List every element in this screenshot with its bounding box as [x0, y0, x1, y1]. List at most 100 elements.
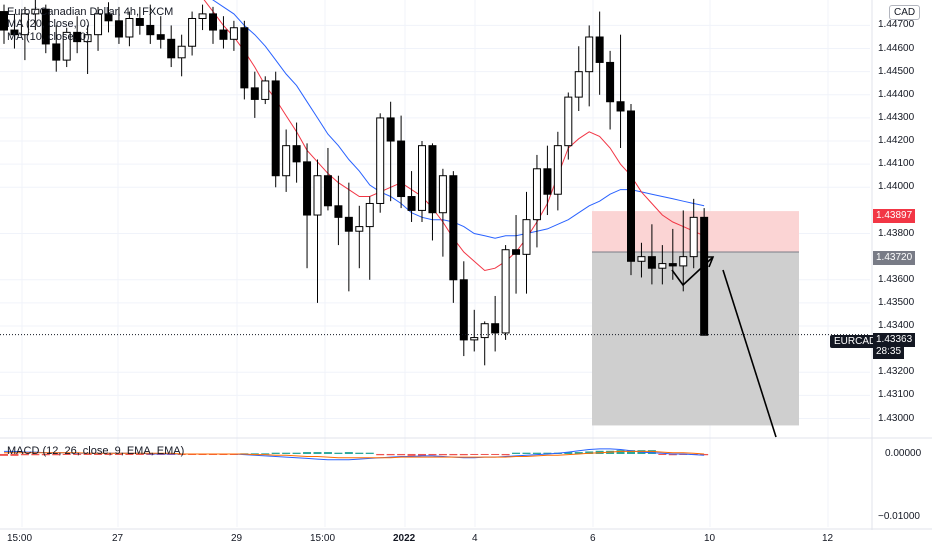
candle[interactable] [658, 245, 667, 285]
candle[interactable] [470, 309, 479, 352]
macd-histogram-bar [31, 453, 40, 456]
candle[interactable] [606, 50, 615, 130]
ma20-legend: MA (20, close, 0) [7, 18, 90, 30]
price-tick-label: 1.44200 [878, 135, 915, 147]
candle[interactable] [574, 46, 583, 111]
macd-histogram-bar [449, 453, 458, 456]
candle[interactable] [449, 171, 458, 303]
price-tick-label: 1.44600 [878, 42, 915, 54]
macd-histogram-bar [344, 452, 353, 454]
candle[interactable] [240, 20, 249, 100]
candle[interactable] [376, 113, 385, 213]
candle[interactable] [229, 20, 238, 51]
candle[interactable] [125, 11, 134, 47]
macd-histogram-bar [470, 453, 479, 455]
candle-body [595, 36, 604, 63]
candle[interactable] [355, 205, 364, 269]
candle[interactable] [532, 154, 541, 248]
candle[interactable] [397, 115, 406, 209]
candle[interactable] [595, 11, 604, 95]
candle[interactable] [386, 101, 395, 202]
macd-histogram-bar [585, 451, 594, 454]
candle[interactable] [73, 16, 82, 54]
candle[interactable] [637, 242, 646, 278]
candle[interactable] [177, 34, 186, 77]
candle[interactable] [188, 11, 197, 56]
candle[interactable] [250, 71, 259, 118]
candle[interactable] [146, 4, 155, 44]
candle[interactable] [94, 6, 103, 51]
candle[interactable] [491, 295, 500, 352]
projection-path[interactable] [671, 257, 713, 287]
macd-histogram-bar [574, 452, 583, 454]
candle[interactable] [627, 104, 635, 276]
candle-body [470, 337, 479, 341]
candle[interactable] [700, 208, 709, 336]
candle[interactable] [219, 16, 228, 49]
macd-histogram-bar [62, 453, 71, 455]
candle[interactable] [292, 122, 301, 183]
candle[interactable] [114, 6, 123, 44]
target-projection-line[interactable] [722, 269, 777, 438]
macd-histogram-bar [564, 452, 573, 454]
candle[interactable] [418, 141, 426, 222]
candle[interactable] [459, 261, 468, 357]
candle[interactable] [167, 25, 176, 68]
candle[interactable] [438, 168, 447, 257]
macd-pane[interactable] [0, 448, 709, 461]
candle[interactable] [20, 6, 29, 61]
candle[interactable] [282, 129, 291, 192]
candle[interactable] [543, 145, 552, 216]
macd-histogram-bar [20, 453, 29, 456]
macd-histogram-bar [386, 453, 395, 456]
candle[interactable] [52, 25, 61, 72]
candles[interactable] [0, 0, 870, 366]
candle[interactable] [104, 2, 113, 33]
macd-histogram-bar [334, 452, 343, 454]
candle-body [292, 145, 301, 163]
candle[interactable] [365, 196, 374, 280]
candle[interactable] [616, 34, 625, 148]
candle[interactable] [41, 4, 50, 54]
candle[interactable] [62, 27, 71, 68]
candle[interactable] [303, 143, 312, 269]
candle[interactable] [261, 76, 270, 105]
candle[interactable] [135, 6, 144, 35]
macd-histogram-bar [543, 452, 552, 454]
candle[interactable] [156, 16, 165, 49]
candle[interactable] [209, 6, 217, 44]
candle-body [449, 175, 458, 281]
candle[interactable] [679, 210, 688, 292]
candle[interactable] [553, 131, 562, 211]
candle[interactable] [522, 191, 531, 294]
candle[interactable] [428, 143, 437, 241]
candle[interactable] [564, 92, 573, 160]
candle[interactable] [480, 321, 489, 366]
candle[interactable] [344, 182, 353, 292]
candle[interactable] [512, 215, 521, 294]
candle[interactable] [334, 175, 343, 246]
candle[interactable] [313, 159, 322, 303]
candle[interactable] [585, 25, 594, 107]
drawings[interactable] [671, 256, 777, 438]
candle[interactable] [647, 224, 656, 285]
candle[interactable] [198, 4, 207, 31]
target-zone[interactable] [592, 252, 799, 426]
candle[interactable] [501, 245, 510, 340]
candle[interactable] [10, 13, 19, 49]
macd-histogram-bar [616, 450, 625, 454]
candle[interactable] [0, 4, 8, 44]
candle[interactable] [407, 171, 416, 222]
arrow-head-icon[interactable] [702, 256, 715, 268]
macd-histogram-bar [459, 453, 468, 456]
ma10-legend: MA (10, close, 0) [7, 31, 90, 43]
candle[interactable] [83, 25, 92, 74]
candle[interactable] [689, 198, 698, 269]
currency-badge[interactable]: CAD [889, 5, 921, 20]
candle-body [668, 263, 677, 267]
candle[interactable] [271, 71, 280, 188]
candle[interactable] [323, 147, 332, 211]
candle[interactable] [31, 0, 40, 31]
macd-histogram-bar [114, 453, 123, 455]
